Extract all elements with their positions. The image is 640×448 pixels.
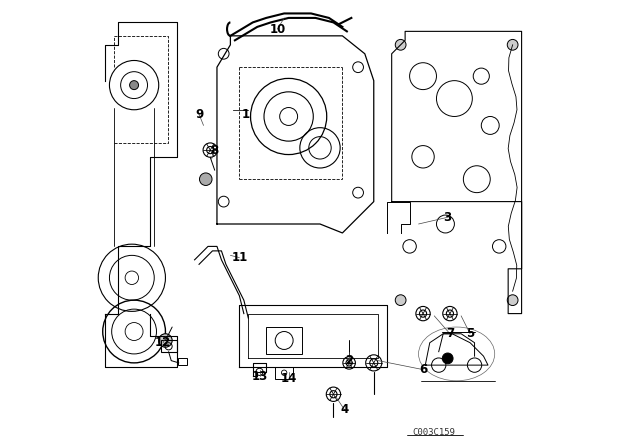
Bar [178,358,187,365]
Text: 14: 14 [280,372,297,385]
Circle shape [130,81,139,90]
Text: 7: 7 [446,327,454,340]
Text: 3: 3 [444,211,452,224]
Text: C003C159: C003C159 [413,428,456,437]
Text: 1: 1 [242,108,250,121]
Bar [266,327,302,354]
Circle shape [396,295,406,306]
Text: 5: 5 [466,327,474,340]
Text: 8: 8 [211,143,219,157]
Circle shape [396,39,406,50]
Circle shape [442,353,453,364]
Text: 4: 4 [340,403,349,417]
Circle shape [508,39,518,50]
Circle shape [200,173,212,185]
Circle shape [508,295,518,306]
Text: 10: 10 [269,22,285,36]
Text: 13: 13 [252,370,268,383]
Text: 9: 9 [195,108,203,121]
Text: 12: 12 [155,336,172,349]
Bar [161,340,177,352]
Bar [275,367,293,379]
Text: 6: 6 [419,363,427,376]
Circle shape [159,334,172,347]
Text: 11: 11 [231,251,248,264]
Text: 2: 2 [345,354,353,367]
